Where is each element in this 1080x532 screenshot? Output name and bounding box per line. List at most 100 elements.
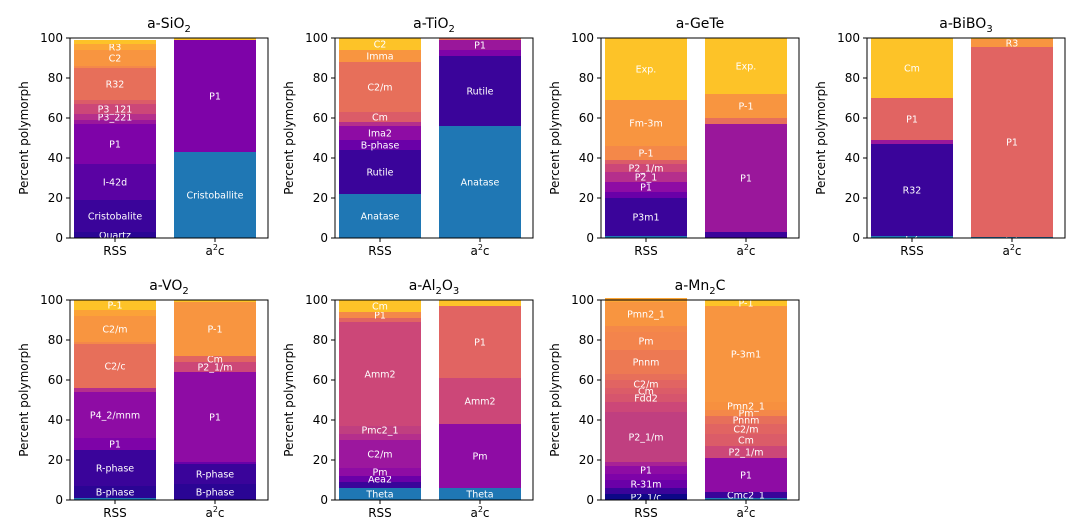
chart-title: a-BiBO3 xyxy=(939,16,992,35)
axes-frame xyxy=(334,299,534,501)
y-tick-label: 80 xyxy=(579,333,594,347)
segment-label: P3_121 xyxy=(98,105,133,116)
segment-label: Fm-3m xyxy=(629,119,662,130)
segment-label: C2/m xyxy=(367,83,392,94)
axes-frame xyxy=(69,299,269,501)
y-tick-label: 0 xyxy=(586,231,594,245)
bar-segment xyxy=(74,388,156,392)
x-tick-label: RSS xyxy=(634,244,658,258)
chart-panel-6: P2_1/cR-31mP1P2_1/mFdd2CmC2/mPnnmPmPmn2_… xyxy=(548,278,800,520)
bar-segment xyxy=(74,342,156,344)
bar-segment xyxy=(605,236,687,238)
bar-segment xyxy=(339,440,421,468)
segment-label: P2_1/m xyxy=(628,164,663,175)
bar-segment xyxy=(174,40,256,152)
bar-segment xyxy=(339,434,421,440)
y-tick-label: 60 xyxy=(579,111,594,125)
segment-label: P1 xyxy=(740,174,752,185)
bar-segment xyxy=(74,100,156,104)
segment-label: P-1 xyxy=(208,325,223,336)
segment-label: Amm2 xyxy=(464,397,495,408)
bar-segment xyxy=(605,38,687,100)
bar-segment xyxy=(605,466,687,474)
bar-segment xyxy=(74,120,156,124)
segment-label: P2_1/m xyxy=(197,363,232,374)
segment-label: P4_2/mnm xyxy=(90,411,140,422)
segment-label: Cristoballite xyxy=(186,191,243,202)
bar-segment xyxy=(605,394,687,402)
bar-segment xyxy=(705,446,787,458)
bar-segment xyxy=(174,356,256,362)
bar-segment xyxy=(339,488,421,500)
segment-label: Cristobalite xyxy=(88,212,143,223)
bar-segment xyxy=(74,486,156,498)
segment-label: Theta xyxy=(465,490,493,501)
bar-segment xyxy=(339,194,421,238)
bar-segment xyxy=(339,300,421,312)
chart-title: a-Al2O3 xyxy=(409,278,460,297)
y-tick-label: 100 xyxy=(571,31,594,45)
bar-segment xyxy=(705,306,787,402)
y-tick-label: 40 xyxy=(579,151,594,165)
segment-label: P1 xyxy=(640,183,652,194)
bar-segment xyxy=(74,300,156,310)
segment-label: R-31m xyxy=(631,480,662,491)
bar-segment xyxy=(339,150,421,194)
y-tick-label: 0 xyxy=(320,231,328,245)
bar-segment xyxy=(74,104,156,114)
segment-label: Ima2 xyxy=(368,129,392,140)
segment-label: Anatase xyxy=(461,178,500,189)
bar-segment xyxy=(174,362,256,372)
y-tick-label: 100 xyxy=(571,293,594,307)
bar-segment xyxy=(871,144,953,236)
segment-label: P1 xyxy=(906,115,918,126)
segment-label: R32 xyxy=(903,186,922,197)
y-tick-label: 20 xyxy=(579,191,594,205)
segment-label: Cm xyxy=(207,355,223,366)
bar-segment xyxy=(174,302,256,356)
segment-label: Fdd2 xyxy=(634,394,658,405)
segment-label: C2 xyxy=(374,40,387,51)
y-axis-label: Percent polymorph xyxy=(814,81,828,195)
bar-segment xyxy=(174,464,256,484)
segment-label: C2/c xyxy=(104,362,125,373)
bar-segment xyxy=(74,200,156,232)
bar-segment xyxy=(605,164,687,172)
segment-label: R-phase xyxy=(96,464,134,475)
y-tick-label: 20 xyxy=(313,453,328,467)
segment-label: P2_1/m xyxy=(728,448,763,459)
bar-segment xyxy=(439,306,521,378)
y-tick-label: 60 xyxy=(48,111,63,125)
x-tick-label: RSS xyxy=(103,244,127,258)
y-tick-label: 40 xyxy=(313,151,328,165)
chart-title: a-GeTe xyxy=(676,16,724,32)
x-tick-label: RSS xyxy=(368,506,392,520)
y-tick-label: 20 xyxy=(48,453,63,467)
segment-label: C2/m xyxy=(633,380,658,391)
bar-segment xyxy=(605,302,687,326)
x-tick-label: RSS xyxy=(634,506,658,520)
y-tick-label: 20 xyxy=(579,453,594,467)
bar-segment xyxy=(605,182,687,192)
y-tick-label: 0 xyxy=(852,231,860,245)
x-tick-label: a2c xyxy=(205,505,224,520)
segment-label: Pnnm xyxy=(733,416,760,427)
y-axis-label: Percent polymorph xyxy=(17,81,31,195)
bar-segment xyxy=(705,118,787,124)
segment-label: C2/m xyxy=(733,425,758,436)
segment-label: Pmc2_1 xyxy=(361,426,398,437)
segment-label: P-1 xyxy=(639,149,654,160)
segment-label: P1 xyxy=(374,311,386,322)
y-tick-label: 60 xyxy=(313,111,328,125)
y-tick-label: 80 xyxy=(48,71,63,85)
bar-segment xyxy=(705,232,787,238)
bar-segment xyxy=(605,462,687,466)
bar-segment xyxy=(74,392,156,438)
bar-segment xyxy=(871,140,953,144)
segment-label: P1 xyxy=(209,92,221,103)
y-tick-label: 40 xyxy=(845,151,860,165)
y-tick-label: 80 xyxy=(845,71,860,85)
bar-segment xyxy=(971,39,1053,47)
bar-segment xyxy=(705,38,787,94)
